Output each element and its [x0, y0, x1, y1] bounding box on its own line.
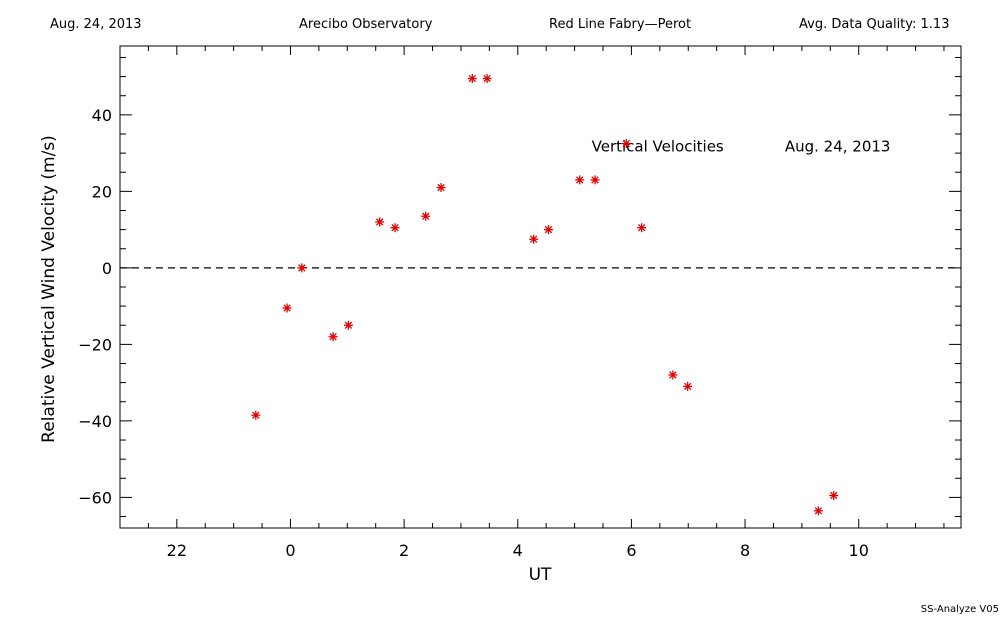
data-point — [683, 381, 693, 391]
axis-ticks — [119, 46, 961, 528]
y-tick-label: 20 — [92, 182, 112, 201]
x-tick-label: 10 — [849, 541, 869, 560]
y-tick-label: −40 — [78, 412, 112, 431]
data-point — [467, 74, 477, 84]
data-point — [343, 320, 353, 330]
data-point — [829, 490, 839, 500]
data-point — [575, 175, 585, 185]
data-point — [529, 234, 539, 244]
data-point — [421, 211, 431, 221]
data-point — [482, 74, 492, 84]
data-point — [251, 410, 261, 420]
data-point — [375, 217, 385, 227]
data-point — [590, 175, 600, 185]
data-point — [436, 183, 446, 193]
header-quality: Avg. Data Quality: 1.13 — [799, 17, 950, 32]
chart-annotation: Vertical Velocities — [592, 137, 724, 155]
y-tick-label: −20 — [78, 335, 112, 354]
header-instrument: Red Line Fabry—Perot — [549, 17, 692, 32]
y-tick-label: 0 — [102, 259, 112, 278]
data-series — [251, 74, 839, 516]
data-point — [390, 223, 400, 233]
data-point — [328, 332, 338, 342]
header-date: Aug. 24, 2013 — [50, 17, 142, 32]
x-tick-label: 8 — [740, 541, 750, 560]
plot-border — [119, 45, 962, 529]
y-tick-label: 40 — [92, 106, 112, 125]
data-point — [543, 225, 553, 235]
x-tick-label: 6 — [626, 541, 636, 560]
x-tick-label: 0 — [285, 541, 295, 560]
header-observatory: Arecibo Observatory — [299, 17, 433, 32]
x-tick-label: 2 — [399, 541, 409, 560]
data-point — [621, 139, 631, 149]
chart-annotation: Aug. 24, 2013 — [785, 137, 891, 155]
data-point — [813, 506, 823, 516]
software-version: SS-Analyze V05 — [920, 604, 999, 615]
y-tick-label: −60 — [78, 488, 112, 507]
x-axis-title: UT — [529, 565, 552, 585]
data-point — [297, 263, 307, 273]
data-point — [637, 223, 647, 233]
data-point — [282, 303, 292, 313]
y-axis-title: Relative Vertical Wind Velocity (m/s) — [39, 135, 59, 443]
tick-labels: 22 0 2 4 6 8 10 −60 −40 −20 0 20 40 Vertical Velociti… — [78, 106, 890, 560]
data-point — [668, 370, 678, 380]
x-tick-label: 22 — [167, 541, 187, 560]
x-tick-label: 4 — [513, 541, 523, 560]
plot-frame — [119, 45, 962, 529]
